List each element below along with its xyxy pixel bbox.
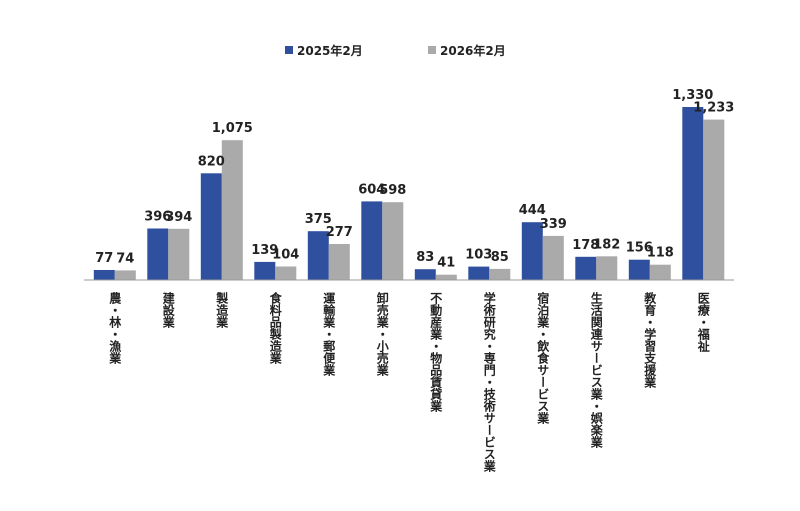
bar-2026-10 [649,264,671,280]
value-label-2025-3: 139 [251,243,278,258]
value-label-2025-10: 156 [626,241,653,256]
value-label-2026-4: 277 [326,225,353,240]
legend-label-2026: 2026年2月 [440,43,506,58]
bar-2025-8 [521,222,543,280]
bar-2026-2 [221,140,243,280]
bar-2025-3 [254,261,276,280]
legend: 2025年2月 2026年2月 [285,43,506,58]
value-label-2026-8: 339 [540,217,567,232]
bar-2026-4 [328,244,350,280]
value-label-2025-0: 77 [95,251,113,266]
bar-2025-10 [628,259,650,280]
category-label-8: 宿泊業・飲食サービス業 [536,291,550,425]
category-label-11: 医療・福祉 [696,292,710,353]
bar-2026-6 [435,274,457,280]
bar-2026-0 [114,270,136,280]
value-label-2026-2: 1,075 [212,121,253,136]
bar-2026-3 [275,266,297,280]
bar-2025-1 [147,228,169,280]
value-label-2026-6: 41 [437,256,455,271]
legend-label-2025: 2025年2月 [297,43,363,58]
value-label-2025-2: 820 [198,154,225,169]
category-label-9: 生活関連サービス業・娯楽業 [589,291,603,449]
bar-2026-1 [168,228,190,280]
value-label-2025-9: 178 [572,238,599,253]
category-label-10: 教育・学習支援業 [643,291,657,389]
value-label-2025-8: 444 [519,203,546,218]
category-label-3: 食料品製造業 [268,291,282,365]
legend-swatch-2025 [285,46,293,54]
bar-2025-2 [200,173,222,280]
bar-2025-0 [93,270,115,280]
category-label-2: 製造業 [215,291,229,329]
bar-2025-9 [575,256,597,280]
value-label-2026-5: 598 [379,183,406,198]
value-label-2026-1: 394 [165,210,192,225]
legend-swatch-2026 [428,46,436,54]
value-label-2025-11: 1,330 [672,88,713,103]
bar-2025-4 [307,231,329,280]
value-label-2026-3: 104 [272,248,299,263]
value-label-2026-10: 118 [647,246,674,261]
value-label-2025-1: 396 [144,210,171,225]
bar-2025-11 [682,107,704,280]
category-label-5: 卸売業・小売業 [375,291,389,377]
bar-2025-5 [361,201,383,280]
category-label-6: 不動産業・物品賃貸業 [429,292,443,413]
category-label-1: 建設業 [161,291,175,329]
value-label-2026-0: 74 [116,251,134,266]
bar-2025-6 [414,269,436,280]
value-label-2026-11: 1,233 [693,101,734,116]
value-label-2025-6: 83 [416,250,434,265]
value-label-2025-4: 375 [305,212,332,227]
value-label-2025-5: 604 [358,182,385,197]
bar-2026-9 [596,256,618,280]
value-label-2026-9: 182 [593,237,620,252]
category-labels-group: 農・林・漁業 建設業 製造業 食料品製造業 運輸業・郵便業 卸売業・小売業 不動産業・物品賃… [108,291,710,473]
category-label-7: 学術研究・専門・技術サービス業 [482,291,496,473]
bar-2026-8 [542,235,564,280]
bars-group [93,107,725,280]
bar-2025-7 [468,266,490,280]
category-label-4: 運輸業・郵便業 [322,292,336,377]
bar-2026-5 [382,202,404,280]
bar-2026-7 [489,268,511,280]
bar-2026-11 [703,119,725,280]
value-label-2025-7: 103 [465,248,492,263]
value-label-2026-7: 85 [491,250,509,265]
category-label-0: 農・林・漁業 [108,291,122,365]
